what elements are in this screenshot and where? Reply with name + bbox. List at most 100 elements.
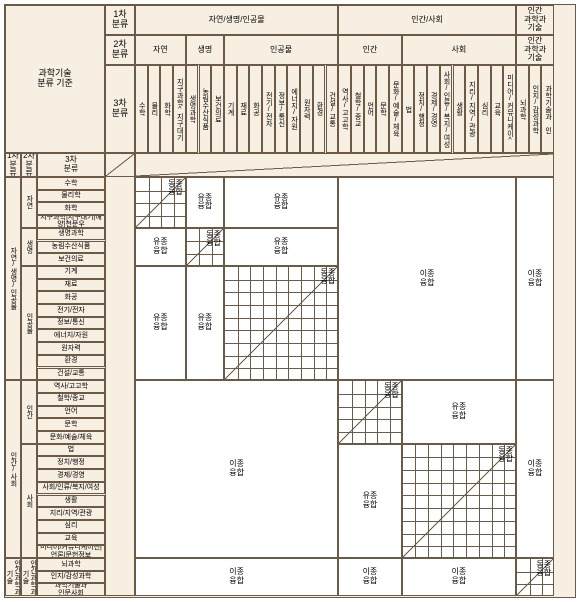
left-l3-21: 법 [37, 444, 105, 457]
top-l3-9: 화공 [249, 65, 262, 153]
header-bottom-strip [135, 153, 554, 177]
top-l1-0: 자연/생명/인공물 [135, 5, 338, 35]
left-l2-2: 인공물 [21, 266, 37, 380]
zone-diag-12: 동종융합 [338, 380, 402, 444]
top-l2-2: 인공물 [224, 35, 338, 65]
zone-diag-20: 동종융합 [516, 558, 554, 596]
top-l3-8: 재료 [237, 65, 250, 153]
top-l1-2: 인간과학과기술 [516, 5, 554, 35]
left-l3-17: 철학/종교 [37, 393, 105, 406]
top-l3-22: 정치/행정 [414, 65, 427, 153]
left-l3-29: 미디어/커뮤니케이션|언론|문헌정보 [37, 545, 105, 558]
left-l3-23: 경제/경영 [37, 469, 105, 482]
top-l3-6: 보건의료 [211, 65, 224, 153]
top-l2-5: 인간과학과기술 [516, 35, 554, 65]
zone-diag-6: 동종융합 [186, 228, 224, 266]
zone-8: 유종융합 [135, 266, 186, 380]
left-l3-6: 보건의료 [37, 253, 105, 266]
zone-diag-10: 동종융합 [224, 266, 338, 380]
top-l3-32: 과학기술과 인 [541, 65, 554, 153]
top-l3-0: 수학 [135, 65, 148, 153]
col-class-3: 3차분류 [37, 153, 105, 177]
left-l3-3: 지구과학|지구대기|해양|천문우 [37, 215, 105, 228]
left-l1-1: 인간/사회 [5, 380, 21, 558]
diag-label: 동종융합 [384, 383, 399, 399]
left-l3-32: 과학기술과인문사회 [37, 583, 105, 596]
left-l3-4: 생명과학 [37, 228, 105, 241]
left-spacer [105, 177, 135, 596]
zone-3: 이종융합 [338, 177, 516, 380]
top-l3-3: 지구과학^지구대기 [173, 65, 186, 153]
zone-19: 이종융합 [402, 558, 516, 596]
left-l3-7: 기계 [37, 266, 105, 279]
left-l3-30: 뇌과학 [37, 558, 105, 571]
left-l3-24: 사회/인류/복지/여성 [37, 482, 105, 495]
top-l3-28: 교육 [491, 65, 504, 153]
top-l3-14: 환경 [313, 65, 326, 153]
left-l3-5: 농림수산식품 [37, 241, 105, 254]
left-l3-31: 인지/감성과학 [37, 571, 105, 584]
left-l3-26: 지리/지역/관광 [37, 507, 105, 520]
left-l3-19: 문학 [37, 418, 105, 431]
top-l3-26: 지리/지역/관광 [465, 65, 478, 153]
left-l1-0: 자연/생명/인공물 [5, 177, 21, 380]
top-l3-21: 법 [402, 65, 415, 153]
left-l3-10: 전기/전자 [37, 304, 105, 317]
zone-9: 유종융합 [186, 266, 224, 380]
left-l2-3: 인간 [21, 380, 37, 444]
top-l3-5: 농림수산식품 [199, 65, 212, 153]
zone-1: 유종융합 [186, 177, 224, 228]
zone-4: 이종융합 [516, 177, 554, 380]
top-l2-4: 사회 [402, 35, 516, 65]
left-l2-0: 자연 [21, 177, 37, 228]
left-l3-2: 화학 [37, 202, 105, 215]
top-l3-24: 사회/인류/복지/여성 [440, 65, 453, 153]
left-l3-28: 교육 [37, 533, 105, 546]
left-l2-4: 사회 [21, 444, 37, 558]
col-class-1: 1차분류 [5, 153, 21, 177]
top-l3-23: 경제/경영 [427, 65, 440, 153]
diag-label: 동종융합 [536, 561, 551, 577]
top-l1-1: 인간/사회 [338, 5, 516, 35]
diag-label: 동종융합 [320, 269, 335, 285]
left-l3-13: 원자력 [37, 342, 105, 355]
row-class-1: 1차분류 [105, 5, 135, 35]
left-l3-8: 재료 [37, 279, 105, 292]
row-class-2: 2차분류 [105, 35, 135, 65]
left-l3-15: 건설/교통 [37, 368, 105, 381]
zone-diag-16: 동종융합 [402, 444, 516, 558]
top-l3-7: 기계 [224, 65, 237, 153]
corner-diagonal [105, 153, 135, 177]
diag-label: 동종융합 [168, 180, 183, 196]
top-l3-4: 생명과학 [186, 65, 199, 153]
top-l3-15: 건설/교통 [326, 65, 339, 153]
top-l3-16: 역사/고고학 [338, 65, 351, 153]
left-l3-14: 환경 [37, 355, 105, 368]
zone-5: 유종융합 [135, 228, 186, 266]
top-l3-10: 전기/전자 [262, 65, 275, 153]
top-l3-30: 뇌과학 [516, 65, 529, 153]
top-l3-17: 철학/종교 [351, 65, 364, 153]
top-l2-3: 인간 [338, 35, 402, 65]
left-l3-0: 수학 [37, 177, 105, 190]
left-l3-22: 정치/행정 [37, 456, 105, 469]
col-class-2: 2차분류 [21, 153, 37, 177]
top-l2-0: 자연 [135, 35, 186, 65]
zone-18: 이종융합 [338, 558, 402, 596]
diag-label: 동종융합 [206, 231, 221, 247]
top-l3-29: 미디어/커뮤니케이^ [503, 65, 516, 153]
left-l1-2: 인간과학과기술 [5, 558, 21, 596]
diag-label: 동종융합 [498, 447, 513, 463]
top-l3-27: 심리 [478, 65, 491, 153]
left-l3-20: 문화/예술/체육 [37, 431, 105, 444]
zone-14: 이종융합 [516, 380, 554, 558]
classification-matrix: 과학기술분류 기준1차분류2차분류3차분류1차분류2차분류3차분류자연/생명/인… [4, 4, 576, 598]
row-class-3: 3차분류 [105, 65, 135, 153]
left-l3-18: 언어 [37, 406, 105, 419]
top-l3-11: 정보/통신 [275, 65, 288, 153]
top-l3-12: 에너지/자원 [287, 65, 300, 153]
top-l3-18: 언어 [364, 65, 377, 153]
top-l3-1: 물리 [148, 65, 161, 153]
top-l3-25: 생활 [453, 65, 466, 153]
zone-7: 유종융합 [224, 228, 338, 266]
